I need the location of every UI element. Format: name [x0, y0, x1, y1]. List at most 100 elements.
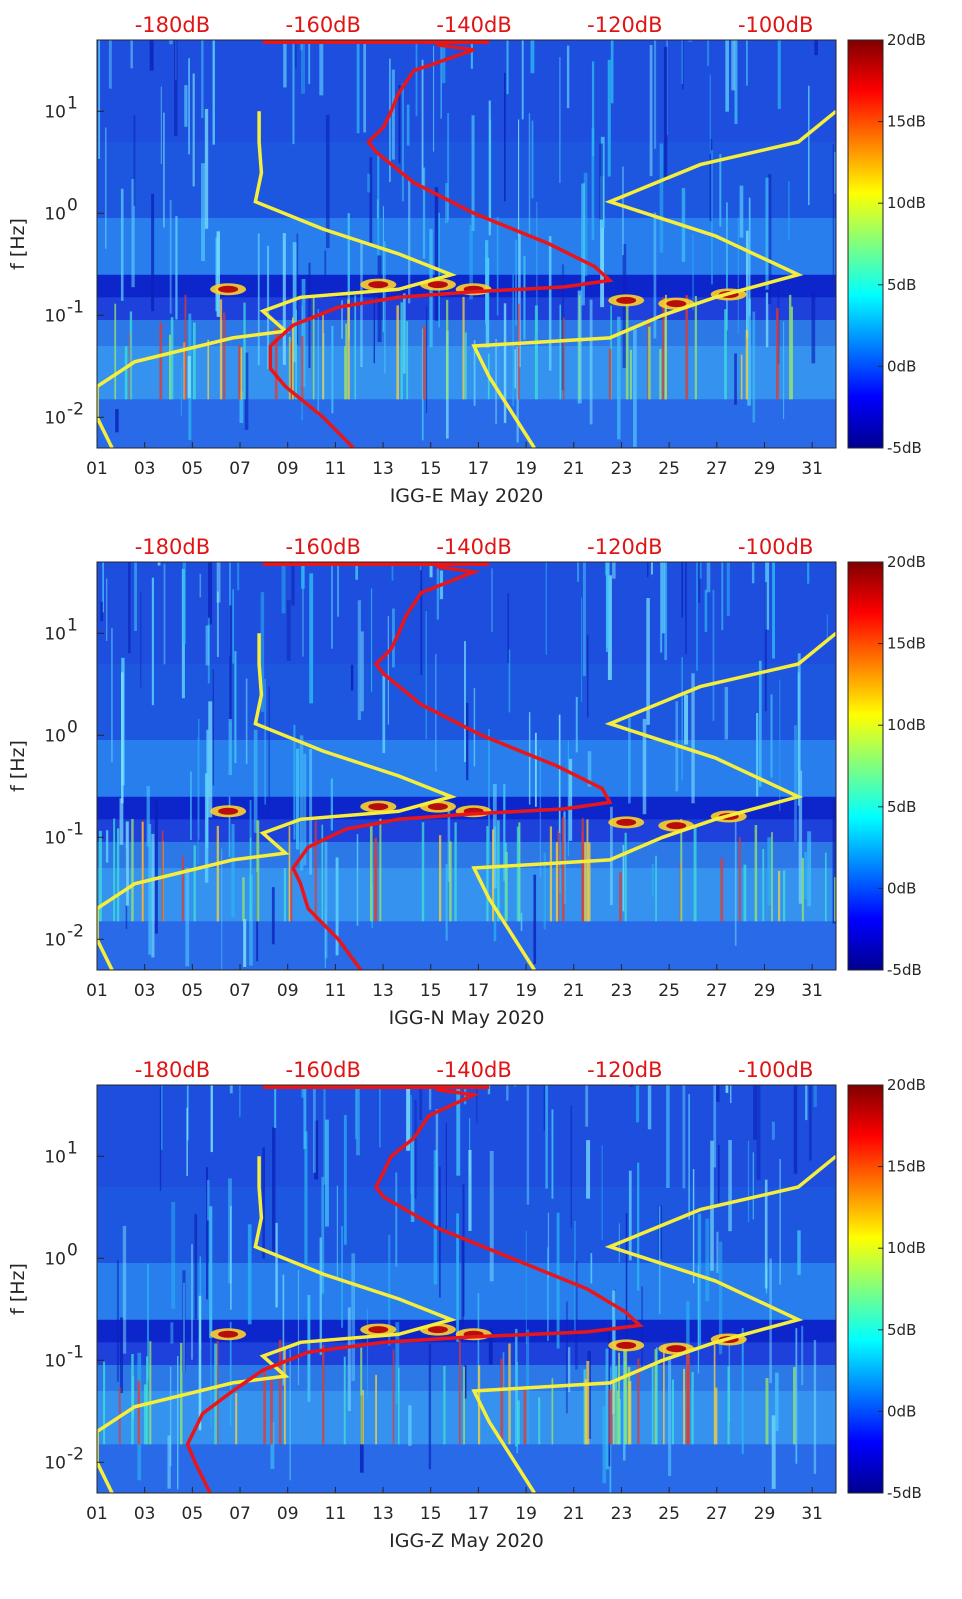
spectrogram-streak: [292, 242, 297, 363]
spectrogram-spike: [295, 309, 297, 400]
spectrogram-band: [97, 399, 836, 448]
spectrogram-spike: [137, 1380, 141, 1445]
spectrogram-spike: [663, 1345, 665, 1445]
spectrogram-streak: [518, 234, 521, 368]
colorbar-tick-label: -5dB: [887, 961, 922, 979]
spectrogram-hotspot-core: [218, 285, 239, 293]
spectrogram-streak: [696, 562, 699, 671]
spectrogram-spike: [655, 855, 657, 922]
spectrogram-streak: [301, 40, 305, 94]
spectrogram-streak: [343, 1115, 347, 1245]
x-tick-label: 21: [563, 981, 585, 1001]
y-tick-exponent: -2: [67, 399, 84, 419]
spectrogram-streak: [783, 321, 785, 420]
spectrogram-streak: [201, 163, 206, 262]
x-tick-label: 11: [325, 459, 347, 479]
spectrogram-streak: [433, 1150, 438, 1285]
spectrogram-streak: [567, 1347, 571, 1393]
high-noise-model-curve: [471, 109, 836, 448]
spectrogram-spike: [344, 346, 346, 400]
spectrogram-streak: [469, 1118, 471, 1175]
spectrogram-streak: [506, 1085, 509, 1101]
top-axis-label: -180dB: [135, 535, 210, 559]
spectrogram-band: [97, 1364, 836, 1391]
spectrogram-hotspot-core: [427, 281, 448, 289]
top-axis-label: -100dB: [738, 1058, 813, 1082]
x-tick-label: 19: [515, 1504, 537, 1524]
spectrogram-streak: [204, 773, 209, 883]
spectrogram-streak: [300, 40, 303, 51]
colorbar-tick-label: 10dB: [887, 716, 926, 734]
spectrogram-spike: [283, 868, 287, 922]
spectrogram-streak: [312, 1085, 316, 1173]
spectrogram-spike: [559, 304, 562, 400]
spectrogram-streak: [105, 830, 109, 863]
y-tick-label: 10 0: [44, 1240, 77, 1269]
spectrogram-streak: [98, 40, 101, 159]
spectrogram-streak: [769, 1258, 772, 1384]
spectrogram-streak: [216, 231, 220, 317]
spectrogram-spike: [662, 297, 665, 400]
spectrogram-streak: [514, 1085, 516, 1087]
colorbar-tick-label: 5dB: [887, 798, 916, 816]
spectrogram-streak: [758, 660, 762, 787]
spectrogram-spike: [586, 819, 589, 922]
spectrogram-hotspot-core: [666, 822, 687, 830]
spectrogram-streak: [140, 592, 142, 688]
spectrogram-spike: [243, 302, 246, 400]
spectrogram-spike: [397, 1367, 400, 1445]
spectrogram-streak: [324, 841, 328, 959]
spectrogram-streak: [464, 1365, 467, 1399]
spectrogram-streak: [208, 701, 213, 818]
spectrogram-streak: [422, 167, 426, 259]
spectrogram-spike: [713, 1344, 716, 1445]
spectrogram-streak: [331, 562, 333, 649]
spectrogram-streak: [653, 212, 657, 339]
spectrogram-spike: [238, 345, 241, 400]
spectrogram-hotspot-core: [218, 807, 239, 815]
spectrogram-streak: [128, 562, 131, 654]
spectrogram-streak: [146, 785, 150, 847]
spectrogram-spike: [715, 1387, 718, 1445]
spectrogram-streak: [206, 1167, 208, 1300]
spectrogram-spike: [745, 330, 749, 400]
spectrogram-streak: [716, 1085, 720, 1102]
spectrogram-hotspot-core: [666, 1345, 687, 1353]
spectrogram-streak: [635, 1085, 640, 1123]
spectrogram-spike: [312, 297, 315, 400]
spectrogram-streak: [115, 409, 119, 433]
spectrogram-streak: [398, 85, 401, 164]
spectrogram-streak: [575, 1260, 578, 1370]
spectrogram-streak: [523, 255, 526, 340]
y-tick-base: 10: [44, 930, 66, 950]
spectrogram-spike: [549, 826, 553, 922]
y-tick-label: 10 -1: [44, 819, 84, 848]
spectrogram-streak: [681, 657, 683, 781]
spectrogram-streak: [171, 1201, 176, 1309]
colorbar: [847, 561, 884, 971]
spectrogram-spike: [538, 1397, 541, 1445]
y-tick-base: 10: [44, 624, 66, 644]
spectrogram-streak: [186, 1107, 188, 1177]
spectrogram-spike: [464, 332, 467, 400]
spectrogram-spike: [103, 1361, 106, 1445]
spectrogram-streak: [335, 857, 339, 956]
spectrogram-streak: [530, 40, 535, 74]
spectrogram-spike: [637, 1358, 640, 1445]
colorbar-tick-label: -5dB: [887, 1484, 922, 1502]
spectrogram-streak: [262, 1147, 265, 1259]
spectrogram-streak: [559, 57, 561, 183]
spectrogram-streak: [190, 771, 192, 841]
spectrogram-streak: [528, 712, 531, 805]
spectrogram-streak: [131, 178, 135, 288]
spectrogram-streak: [392, 608, 395, 668]
spectrogram-spike: [516, 1400, 520, 1445]
spectrogram-streak: [210, 1085, 213, 1153]
spectrogram-streak: [585, 1085, 589, 1127]
spectrogram-streak: [237, 562, 240, 591]
spectrogram-streak: [167, 1435, 171, 1489]
y-tick-label: 10 1: [44, 1138, 77, 1167]
spectrogram-streak: [508, 649, 511, 713]
spectrogram-streak: [642, 718, 647, 815]
spectrogram-streak: [646, 598, 650, 725]
